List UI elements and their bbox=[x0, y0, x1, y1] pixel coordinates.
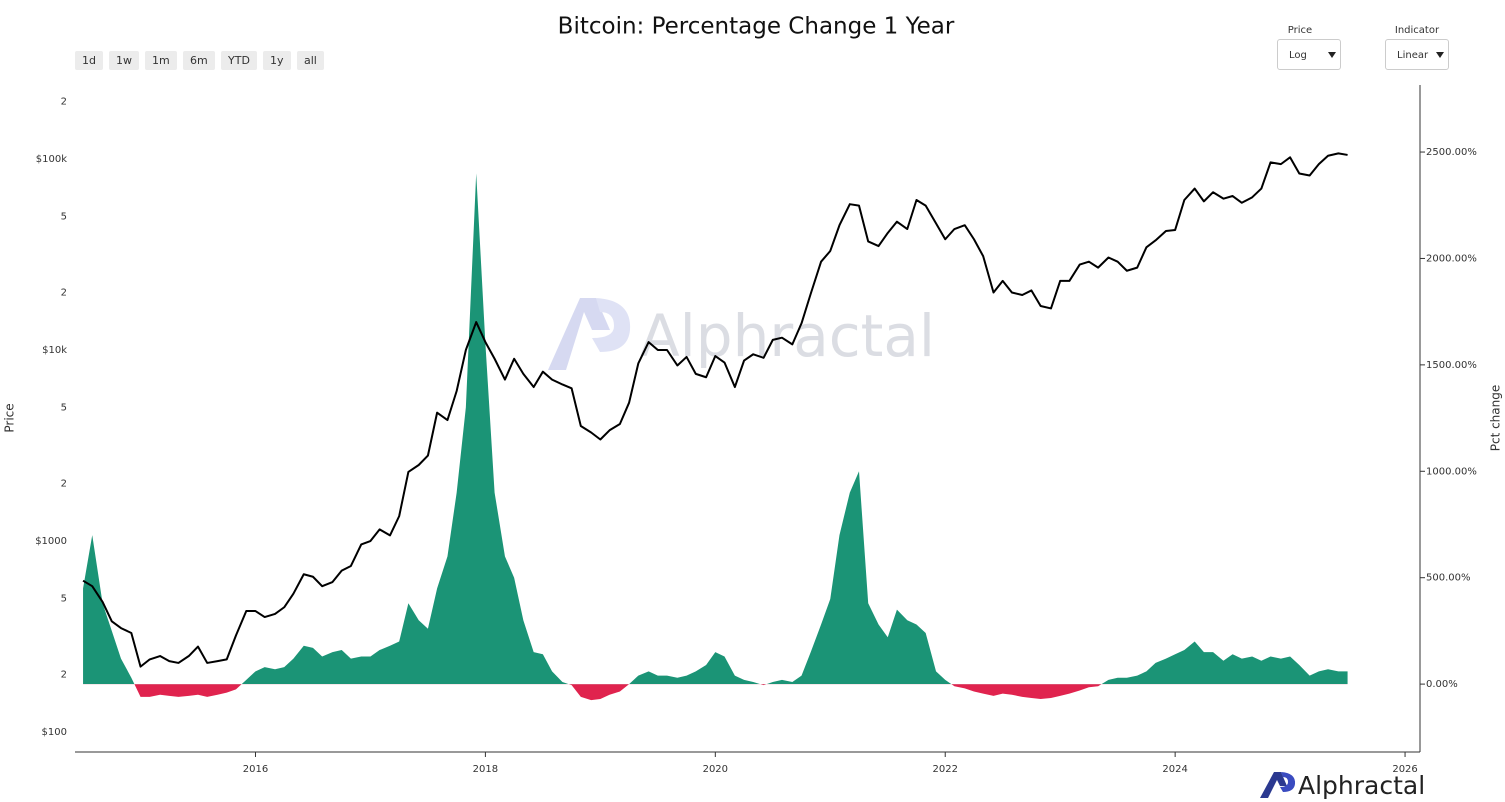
y2-tick-label: 1500.00% bbox=[1426, 360, 1477, 371]
brand-logo bbox=[1280, 772, 1296, 792]
y-tick-label: 2 bbox=[61, 670, 67, 681]
chart-title: Bitcoin: Percentage Change 1 Year bbox=[558, 14, 955, 40]
dropdown-arrow bbox=[1436, 52, 1444, 58]
y-tick-label: $100k bbox=[36, 154, 67, 165]
range-button[interactable]: all bbox=[297, 51, 324, 70]
range-button[interactable]: 6m bbox=[183, 51, 215, 70]
y-tick-label: $100 bbox=[42, 727, 67, 738]
range-button[interactable]: 1y bbox=[263, 51, 291, 70]
pct-change-area bbox=[134, 684, 1102, 701]
y2-tick-label: 500.00% bbox=[1426, 573, 1471, 584]
y2-tick-label: 0.00% bbox=[1426, 679, 1458, 690]
range-button[interactable]: 1m bbox=[145, 51, 177, 70]
range-button[interactable]: 1w bbox=[109, 51, 139, 70]
dropdown-arrow bbox=[1328, 52, 1336, 58]
y-tick-label: 2 bbox=[61, 288, 67, 299]
price-scale-label: Price bbox=[1287, 25, 1313, 36]
x-tick-label: 2024 bbox=[1162, 764, 1187, 775]
y2-tick-label: 2500.00% bbox=[1426, 147, 1477, 158]
y2-axis-title: Pct change bbox=[1489, 385, 1503, 452]
x-tick-label: 2016 bbox=[243, 764, 268, 775]
y-tick-label: 2 bbox=[61, 96, 67, 107]
x-tick-label: 2018 bbox=[473, 764, 498, 775]
y2-tick-label: 1000.00% bbox=[1426, 466, 1477, 477]
watermark: Alphractal bbox=[548, 298, 935, 370]
x-tick-label: 2020 bbox=[703, 764, 728, 775]
y-tick-label: 5 bbox=[61, 211, 67, 222]
y-tick-label: 5 bbox=[61, 403, 67, 414]
indicator-scale-value: Linear bbox=[1397, 50, 1429, 61]
brand: Alphractal bbox=[1260, 771, 1425, 800]
watermark-logo bbox=[592, 298, 631, 352]
range-button[interactable]: YTD bbox=[221, 51, 257, 70]
pct-change-area bbox=[83, 173, 1348, 685]
brand-text: Alphractal bbox=[1298, 771, 1425, 800]
range-button[interactable]: 1d bbox=[75, 51, 103, 70]
price-line bbox=[82, 152, 1348, 668]
y-tick-label: $10k bbox=[42, 345, 67, 356]
watermark-logo bbox=[548, 298, 610, 370]
watermark-text: Alphractal bbox=[640, 302, 935, 370]
price-scale-select[interactable]: Log bbox=[1277, 39, 1341, 70]
y-tick-label: 2 bbox=[61, 479, 67, 490]
y-tick-label: $1000 bbox=[35, 536, 67, 547]
x-tick-label: 2022 bbox=[932, 764, 957, 775]
y-tick-label: 5 bbox=[61, 594, 67, 605]
price-scale-value: Log bbox=[1289, 50, 1307, 61]
brand-logo bbox=[1260, 772, 1287, 798]
y-axis-title: Price bbox=[3, 403, 17, 432]
indicator-scale-select[interactable]: Linear bbox=[1385, 39, 1449, 70]
indicator-scale-label: Indicator bbox=[1394, 25, 1440, 36]
x-tick-label: 2026 bbox=[1392, 764, 1417, 775]
y2-tick-label: 2000.00% bbox=[1426, 253, 1477, 264]
